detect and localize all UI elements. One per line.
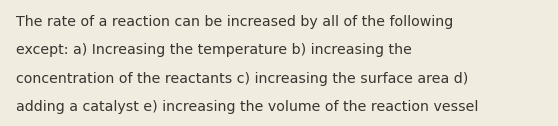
Text: adding a catalyst e) increasing the volume of the reaction vessel: adding a catalyst e) increasing the volu… [16, 100, 478, 114]
Text: The rate of a reaction can be increased by all of the following: The rate of a reaction can be increased … [16, 15, 453, 29]
Text: except: a) Increasing the temperature b) increasing the: except: a) Increasing the temperature b)… [16, 43, 411, 57]
Text: concentration of the reactants c) increasing the surface area d): concentration of the reactants c) increa… [16, 72, 468, 86]
